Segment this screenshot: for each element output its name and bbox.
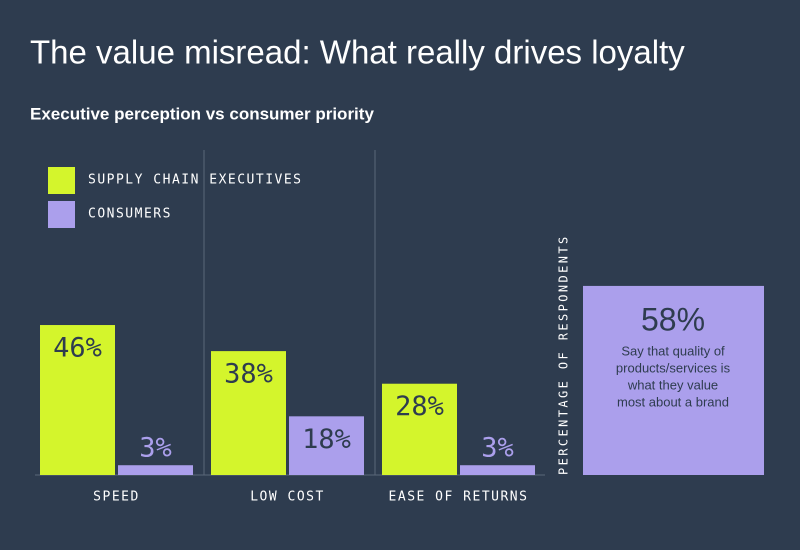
bar bbox=[40, 325, 115, 475]
data-label: 3% bbox=[481, 433, 514, 464]
bar bbox=[460, 465, 535, 475]
x-tick-label: SPEED bbox=[93, 490, 140, 505]
data-label: 3% bbox=[139, 433, 172, 464]
callout-text: Say that quality of bbox=[621, 343, 725, 358]
x-tick-label: LOW COST bbox=[250, 490, 325, 505]
bar bbox=[382, 383, 457, 475]
legend-label: CONSUMERS bbox=[88, 207, 172, 222]
bar bbox=[118, 465, 193, 475]
callout-text: what they value bbox=[627, 377, 718, 392]
callout-text: products/services is bbox=[616, 360, 731, 375]
chart-subtitle: Executive perception vs consumer priorit… bbox=[30, 104, 374, 123]
x-tick-label: EASE OF RETURNS bbox=[389, 490, 529, 505]
callout-text: most about a brand bbox=[617, 394, 729, 409]
data-label: 46% bbox=[53, 333, 102, 364]
legend-swatch bbox=[48, 167, 75, 194]
legend-label: SUPPLY CHAIN EXECUTIVES bbox=[88, 173, 303, 188]
bar bbox=[211, 351, 286, 475]
y-axis-label: PERCENTAGE OF RESPONDENTS bbox=[557, 234, 571, 475]
data-label: 38% bbox=[224, 359, 273, 390]
data-label: 18% bbox=[302, 424, 351, 455]
callout-value: 58% bbox=[641, 301, 705, 337]
legend-swatch bbox=[48, 201, 75, 228]
data-label: 28% bbox=[395, 391, 444, 422]
callout-bar bbox=[583, 285, 764, 475]
chart-title: The value misread: What really drives lo… bbox=[30, 34, 685, 71]
bar bbox=[289, 416, 364, 475]
